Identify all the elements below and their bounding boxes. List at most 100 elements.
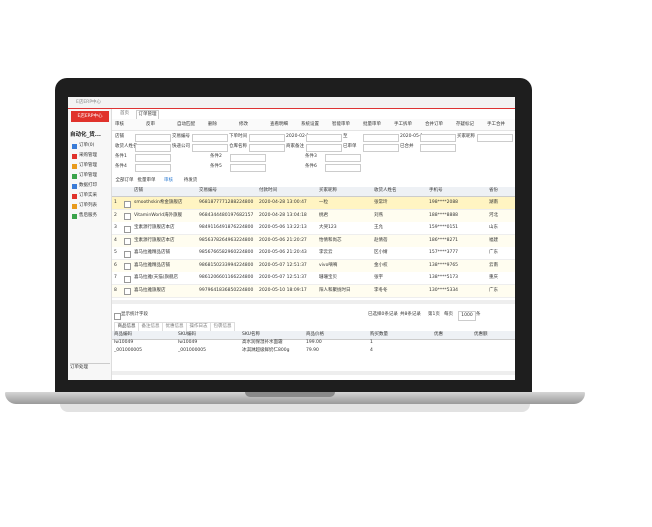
filter-input[interactable]	[135, 164, 171, 172]
toolbar-button[interactable]: 查看明细	[270, 122, 288, 127]
detail-cell: _001000005	[114, 348, 143, 353]
row-checkbox[interactable]	[124, 275, 131, 283]
stats-label: 显示统计字段	[121, 312, 148, 317]
table-row[interactable]	[112, 284, 515, 298]
table-cell: 9868150233994224800	[199, 262, 254, 268]
toolbar	[112, 119, 515, 131]
table-cell: 刘燕	[374, 212, 383, 218]
toolbar-button[interactable]: 手工拆单	[394, 122, 412, 127]
row-checkbox[interactable]	[124, 225, 131, 233]
filter-input[interactable]	[420, 134, 456, 142]
filter-input[interactable]	[230, 154, 266, 162]
sidebar-item[interactable]: 订单实采	[79, 193, 97, 198]
filter-input[interactable]	[306, 144, 342, 152]
filter-label: 条件5	[210, 164, 222, 169]
list-tab[interactable]: 待发货	[183, 178, 198, 183]
detail-cell: lw10049	[178, 340, 198, 345]
table-cell: 湖南	[489, 200, 498, 205]
sidebar-item[interactable]: 订单管理	[79, 173, 97, 178]
filter-input[interactable]	[477, 134, 513, 142]
table-cell: 阳人和聚拢时日	[319, 287, 351, 293]
toolbar-button[interactable]: 系统设置	[301, 122, 319, 127]
column-header: 省份	[489, 188, 498, 193]
filter-input[interactable]	[192, 134, 228, 142]
filter-input[interactable]	[363, 144, 399, 152]
list-tab[interactable]: 全部订单	[115, 178, 134, 183]
filter-label: 仓库名称	[229, 144, 247, 149]
detail-cell: 199.00	[306, 340, 322, 345]
table-cell: 福建	[489, 237, 498, 243]
detail-scrollbar	[112, 371, 515, 375]
tab[interactable]: 首页	[120, 111, 129, 116]
stats-checkbox[interactable]	[114, 313, 121, 320]
filter-input[interactable]	[230, 164, 266, 172]
filter-input[interactable]	[325, 164, 361, 172]
table-cell: 重庆	[489, 275, 498, 280]
toolbar-button[interactable]: 合并订单	[425, 122, 443, 127]
filter-input[interactable]	[135, 134, 171, 142]
row-checkbox[interactable]	[124, 288, 131, 295]
toolbar-button[interactable]: 审核	[115, 122, 124, 127]
column-header: 店铺	[134, 188, 143, 193]
screen: E店ERP中心 E店ERP中心 自动化_货... 订单(0) 采购管理 订单管理 订单管理数…	[68, 97, 515, 380]
sidebar-item[interactable]: 采购管理	[79, 153, 97, 158]
window-title: E店ERP中心	[76, 100, 102, 105]
table-cell: 云南	[489, 262, 498, 268]
row-checkbox[interactable]	[124, 213, 131, 220]
sidebar-item[interactable]: 订单管理	[79, 163, 97, 168]
filter-input[interactable]	[249, 134, 285, 142]
detail-column-header: 优惠额	[474, 332, 488, 337]
sidebar-icon	[72, 214, 77, 219]
filter-input[interactable]	[325, 154, 361, 162]
detail-cell: 79.90	[306, 348, 319, 353]
row-checkbox[interactable]	[124, 250, 131, 258]
filter-input[interactable]	[249, 144, 285, 152]
sidebar-item[interactable]: 订单列表	[79, 203, 97, 208]
filter-label: 2020-02-26 00:00:00	[286, 134, 308, 139]
filter-label: 至	[343, 134, 348, 139]
toolbar-button[interactable]: 反审	[146, 122, 155, 127]
tab[interactable]: 订单管理	[136, 110, 159, 119]
row-checkbox[interactable]	[124, 200, 131, 208]
table-cell: 2020-04-28 13:04:18	[259, 212, 307, 218]
sidebar-footer[interactable]: 订单处理	[70, 363, 110, 373]
filter-label: 条件3	[305, 154, 317, 159]
list-tab[interactable]: 审核	[164, 178, 173, 183]
table-cell: 张常玲	[374, 200, 388, 205]
filter-input[interactable]	[420, 144, 456, 152]
table-cell: 喜马拉雅(天猫)旗舰店	[134, 275, 179, 280]
sidebar-icon	[72, 144, 77, 149]
table-cell: 9684344480197682157	[199, 212, 254, 218]
table-cell: 怡倩和尚芯	[319, 237, 342, 243]
list-tab[interactable]: 批量审单	[137, 178, 156, 183]
toolbar-button[interactable]: 修改	[239, 122, 248, 127]
toolbar-button[interactable]: 批量审单	[363, 122, 381, 127]
table-cell: 159****0151	[429, 225, 459, 230]
filter-label: 买家昵称	[457, 134, 475, 139]
filter-input[interactable]	[135, 144, 171, 152]
toolbar-button[interactable]: 手工合并	[487, 122, 505, 127]
table-cell: 河北	[489, 212, 498, 218]
sidebar-icon	[72, 204, 77, 209]
filter-input[interactable]	[363, 134, 399, 142]
table-cell: 区小婧	[374, 250, 388, 255]
detail-cell: lw10049	[114, 340, 134, 345]
filter-input[interactable]	[192, 144, 228, 152]
row-checkbox[interactable]	[124, 238, 131, 245]
filter-input[interactable]	[306, 134, 342, 142]
toolbar-button[interactable]: 存疑标记	[456, 122, 474, 127]
base-notch	[245, 392, 335, 397]
table-cell: 198****2088	[429, 200, 459, 205]
table-cell: 赵倩蓓	[374, 237, 388, 243]
toolbar-button[interactable]: 智能审单	[332, 122, 350, 127]
sidebar-item[interactable]: 订单(0)	[79, 143, 95, 148]
sidebar-item[interactable]: 数据打印	[79, 183, 97, 188]
toolbar-button[interactable]: 自动匹配	[177, 122, 195, 127]
filter-input[interactable]	[135, 154, 171, 162]
sidebar-item[interactable]: 售后服务	[79, 213, 97, 218]
table-cell: 138****9765	[429, 262, 459, 268]
table-cell: 2	[114, 212, 117, 218]
toolbar-button[interactable]: 删除	[208, 122, 217, 127]
row-checkbox[interactable]	[124, 263, 131, 270]
table-cell: 4	[114, 237, 117, 243]
